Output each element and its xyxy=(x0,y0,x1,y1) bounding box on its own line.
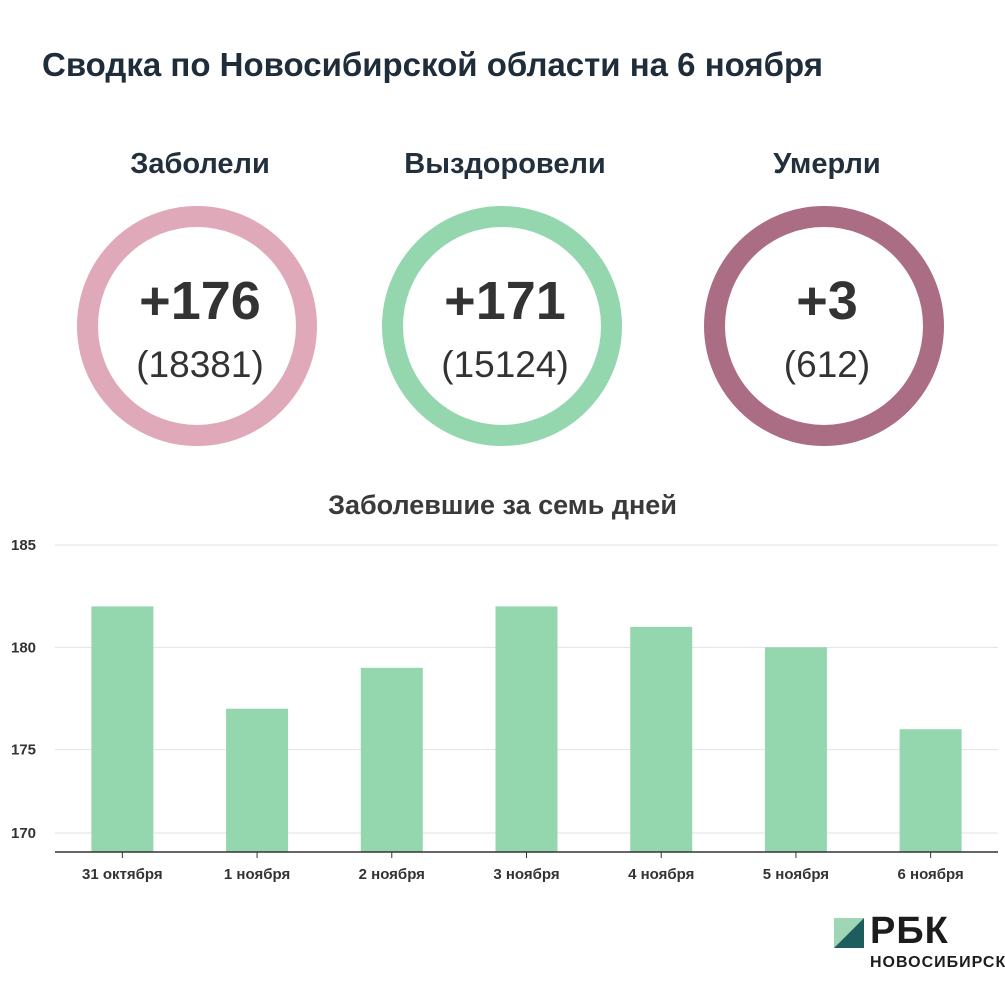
stat-recovered-label: Выздоровели xyxy=(404,148,606,180)
rbc-logo: РБК НОВОСИБИРСК xyxy=(834,910,1005,978)
stat-died-label: Умерли xyxy=(773,148,881,180)
stat-infected-label: Заболели xyxy=(130,148,270,180)
x-tick-label: 2 ноября xyxy=(359,866,425,883)
x-tick-label: 1 ноября xyxy=(224,866,290,883)
stat-recovered-value: +171 xyxy=(444,271,566,331)
y-tick-label: 180 xyxy=(11,639,36,656)
bar xyxy=(360,667,423,852)
bar xyxy=(226,708,289,852)
stat-infected-total: (18381) xyxy=(136,344,264,385)
rbc-logo-mark-icon xyxy=(834,918,864,948)
stat-recovered-total: (15124) xyxy=(441,344,569,385)
x-tick-label: 5 ноября xyxy=(763,866,829,883)
y-tick-label: 185 xyxy=(11,537,36,554)
bar-chart: 170 175 180 185 31 октября 1 ноября 2 ноября 3 … xyxy=(11,537,998,883)
rbc-logo-subtitle: НОВОСИБИРСК xyxy=(870,954,1005,971)
stat-died-value: +3 xyxy=(796,271,858,331)
chart-title: Заболевшие за семь дней xyxy=(328,490,677,520)
y-tick-label: 175 xyxy=(11,742,36,759)
rbc-logo-text: РБК xyxy=(870,910,949,952)
x-tick-label: 6 ноября xyxy=(898,866,964,883)
stat-died-total: (612) xyxy=(783,344,871,385)
bar xyxy=(764,647,827,852)
bar xyxy=(495,606,558,852)
x-tick-label: 3 ноября xyxy=(493,866,559,883)
x-tick-label: 31 октября xyxy=(82,866,163,883)
y-tick-label: 170 xyxy=(11,825,36,842)
bar xyxy=(630,626,693,852)
bar xyxy=(91,606,154,852)
page-title: Сводка по Новосибирской области на 6 ноя… xyxy=(42,46,823,83)
stat-infected-value: +176 xyxy=(139,271,261,331)
bar xyxy=(899,729,962,852)
x-tick-label: 4 ноября xyxy=(628,866,694,883)
